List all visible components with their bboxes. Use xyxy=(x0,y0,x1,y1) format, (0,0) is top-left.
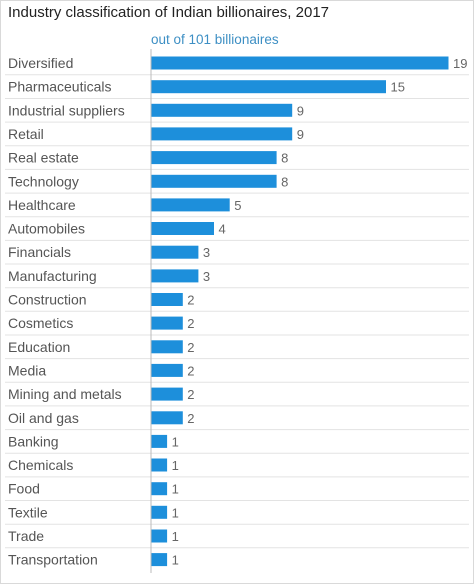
bar xyxy=(151,174,277,188)
value-label: 1 xyxy=(172,434,179,449)
value-label: 4 xyxy=(219,222,226,237)
bar xyxy=(151,411,183,425)
value-label: 19 xyxy=(453,56,467,71)
bar xyxy=(151,340,183,354)
bar xyxy=(151,245,199,259)
value-label: 9 xyxy=(297,103,304,118)
bar xyxy=(151,316,183,330)
value-label: 1 xyxy=(172,458,179,473)
category-label: Banking xyxy=(8,433,59,449)
bar xyxy=(151,198,230,212)
category-label: Financials xyxy=(8,244,71,260)
bar xyxy=(151,553,168,567)
bar xyxy=(151,222,214,235)
category-label: Transportation xyxy=(8,552,98,568)
category-label: Mining and metals xyxy=(8,386,122,402)
value-label: 5 xyxy=(234,198,241,213)
bar xyxy=(151,56,449,70)
category-label: Healthcare xyxy=(8,197,76,213)
category-label: Diversified xyxy=(8,55,73,71)
bar xyxy=(151,529,168,543)
category-label: Manufacturing xyxy=(8,268,97,284)
value-label: 1 xyxy=(172,505,179,520)
category-label: Retail xyxy=(8,126,44,142)
bar xyxy=(151,458,168,472)
category-label: Pharmaceuticals xyxy=(8,79,112,95)
category-label: Cosmetics xyxy=(8,315,73,331)
category-label: Food xyxy=(8,481,40,497)
value-label: 1 xyxy=(172,529,179,544)
category-label: Textile xyxy=(8,504,48,520)
value-label: 8 xyxy=(281,151,288,166)
bar xyxy=(151,293,183,306)
value-label: 2 xyxy=(187,411,194,426)
value-label: 3 xyxy=(203,269,210,284)
bar xyxy=(151,269,199,283)
bar xyxy=(151,505,168,519)
bar xyxy=(151,387,183,401)
category-label: Education xyxy=(8,339,70,355)
category-label: Automobiles xyxy=(8,221,85,237)
category-label: Oil and gas xyxy=(8,410,79,426)
value-label: 8 xyxy=(281,174,288,189)
value-label: 15 xyxy=(391,80,405,95)
chart-title: Industry classification of Indian billio… xyxy=(8,4,330,21)
chart-subtitle: out of 101 billionaires xyxy=(151,32,279,47)
value-label: 2 xyxy=(187,340,194,355)
bar xyxy=(151,80,386,94)
category-label: Real estate xyxy=(8,150,79,166)
value-label: 1 xyxy=(172,553,179,568)
bar xyxy=(151,482,168,496)
category-label: Industrial suppliers xyxy=(8,102,125,118)
bar xyxy=(151,151,277,165)
value-label: 2 xyxy=(187,387,194,402)
category-label: Chemicals xyxy=(8,457,73,473)
value-label: 2 xyxy=(187,316,194,331)
value-label: 9 xyxy=(297,127,304,142)
value-label: 2 xyxy=(187,363,194,378)
bar xyxy=(151,127,293,141)
bar xyxy=(151,434,168,448)
value-label: 1 xyxy=(172,482,179,497)
category-label: Media xyxy=(8,362,46,378)
category-label: Technology xyxy=(8,173,79,189)
category-label: Construction xyxy=(8,292,87,308)
value-label: 3 xyxy=(203,245,210,260)
category-label: Trade xyxy=(8,528,44,544)
value-label: 2 xyxy=(187,293,194,308)
bar xyxy=(151,103,293,117)
bar xyxy=(151,363,183,377)
